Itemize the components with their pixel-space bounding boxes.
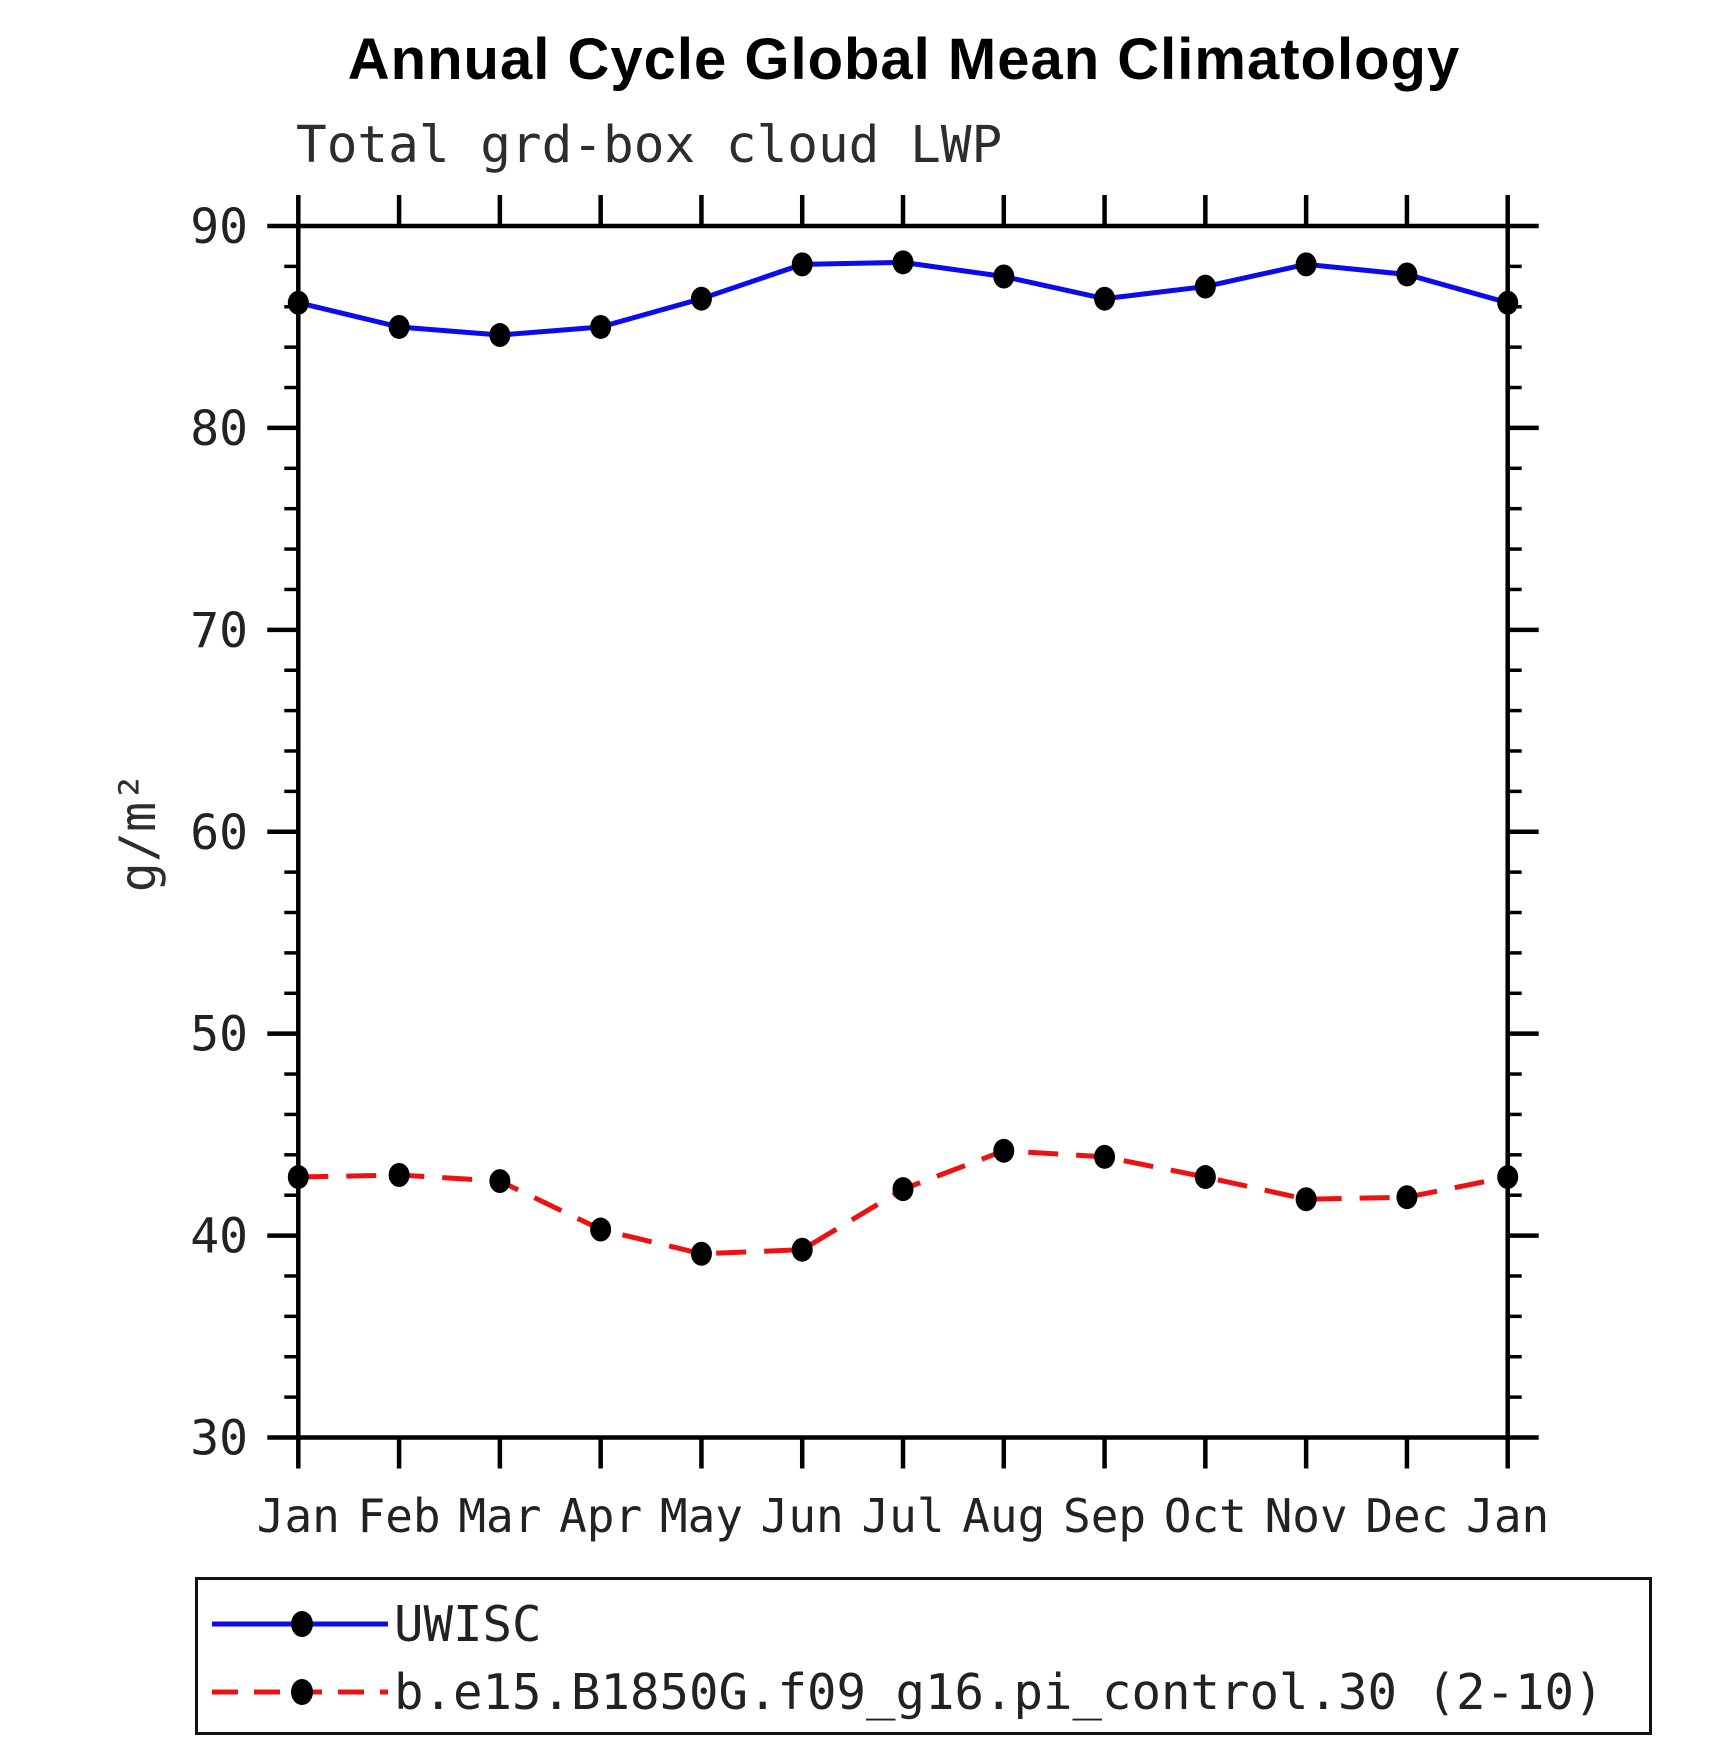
x-tick-label: Jan [257,1489,340,1543]
data-point-marker [1194,274,1216,299]
data-point-marker [1194,1165,1216,1190]
y-tick-label: 70 [190,603,248,659]
data-point-marker [388,314,410,339]
data-point-marker [1295,1187,1317,1212]
data-point-marker [1497,290,1519,315]
data-point-marker [1295,252,1317,277]
data-point-marker [791,1237,813,1262]
y-tick-label: 30 [190,1411,248,1467]
plot-frame [296,223,1510,1440]
legend-item-uwisc: UWISC [210,1596,542,1652]
data-point-marker [892,250,914,275]
data-point-marker [690,286,712,311]
data-point-marker [287,290,309,315]
x-tick-label: Nov [1265,1489,1348,1543]
x-tick-label: Oct [1164,1489,1247,1543]
legend-label-uwisc: UWISC [394,1595,542,1653]
legend-line-sample-model [212,1679,388,1705]
x-tick-label: Jul [861,1489,944,1543]
data-point-marker [489,1169,511,1194]
data-point-marker [993,264,1015,289]
data-point-marker [1094,1144,1116,1169]
x-tick-label: May [660,1489,743,1543]
y-tick-label: 50 [190,1007,248,1063]
data-point-marker [590,314,612,339]
data-point-marker [993,1138,1015,1163]
data-point-marker [1094,286,1116,311]
legend-label-model: b.e15.B1850G.f09_g16.pi_control.30 (2-10… [394,1663,1604,1721]
data-point-marker [690,1241,712,1266]
page-title: Annual Cycle Global Mean Climatology [347,27,1461,92]
data-point-marker [1396,262,1418,287]
x-tick-label: Feb [358,1489,441,1543]
data-point-marker [892,1177,914,1202]
series-line-model [298,1148,1509,1257]
legend-box: UWISC b.e15.B1850G.f09_g16.pi_control.30… [195,1577,1652,1735]
legend-marker-model [291,1679,313,1705]
data-point-marker [287,1165,309,1190]
x-tick-label: Sep [1063,1489,1146,1543]
legend-line-sample-uwisc [212,1611,388,1637]
x-tick-label: Jun [761,1489,844,1543]
legend-marker-uwisc [291,1611,313,1637]
data-point-marker [791,252,813,277]
x-tick-label: Mar [458,1489,541,1543]
data-point-marker [489,323,511,348]
legend-item-model: b.e15.B1850G.f09_g16.pi_control.30 (2-10… [210,1664,1604,1720]
data-point-marker [1396,1185,1418,1210]
x-tick-label: Dec [1365,1489,1448,1543]
x-tick-label: Jan [1466,1489,1549,1543]
y-tick-label: 80 [190,401,248,457]
data-point-marker [590,1217,612,1242]
y-tick-label: 60 [190,805,248,861]
x-tick-label: Apr [559,1489,642,1543]
x-tick-label: Aug [962,1489,1045,1543]
plot-subtitle: Total grd-box cloud LWP [296,116,1003,175]
data-point-marker [388,1163,410,1188]
y-tick-label: 90 [190,199,248,255]
data-point-marker [1497,1165,1519,1190]
y-tick-label: 40 [190,1209,248,1265]
